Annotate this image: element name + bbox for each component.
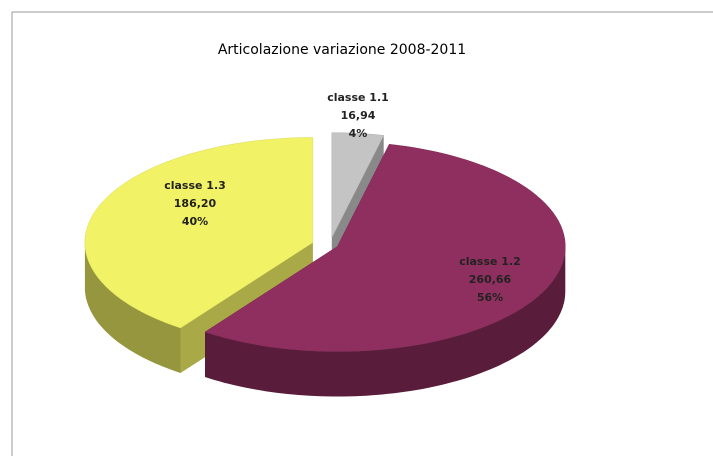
slice-wall [84, 242, 181, 373]
slice-top [84, 137, 314, 329]
data-label-name: classe 1.2 [459, 255, 521, 268]
slice-wall [205, 246, 566, 397]
chart-title: Articolazione variazione 2008-2011 [218, 42, 466, 58]
data-label-percent: 40% [182, 215, 208, 228]
slice [204, 144, 566, 397]
data-label-percent: 4% [349, 127, 368, 140]
slice-top [331, 132, 385, 238]
data-label-percent: 56% [477, 291, 503, 304]
data-label-name: classe 1.3 [164, 179, 226, 192]
data-label-value: 186,20 [174, 197, 217, 210]
slice-top [204, 144, 566, 352]
data-label-name: classe 1.1 [327, 91, 389, 104]
data-label-value: 16,94 [341, 109, 376, 122]
data-label-value: 260,66 [469, 273, 512, 286]
